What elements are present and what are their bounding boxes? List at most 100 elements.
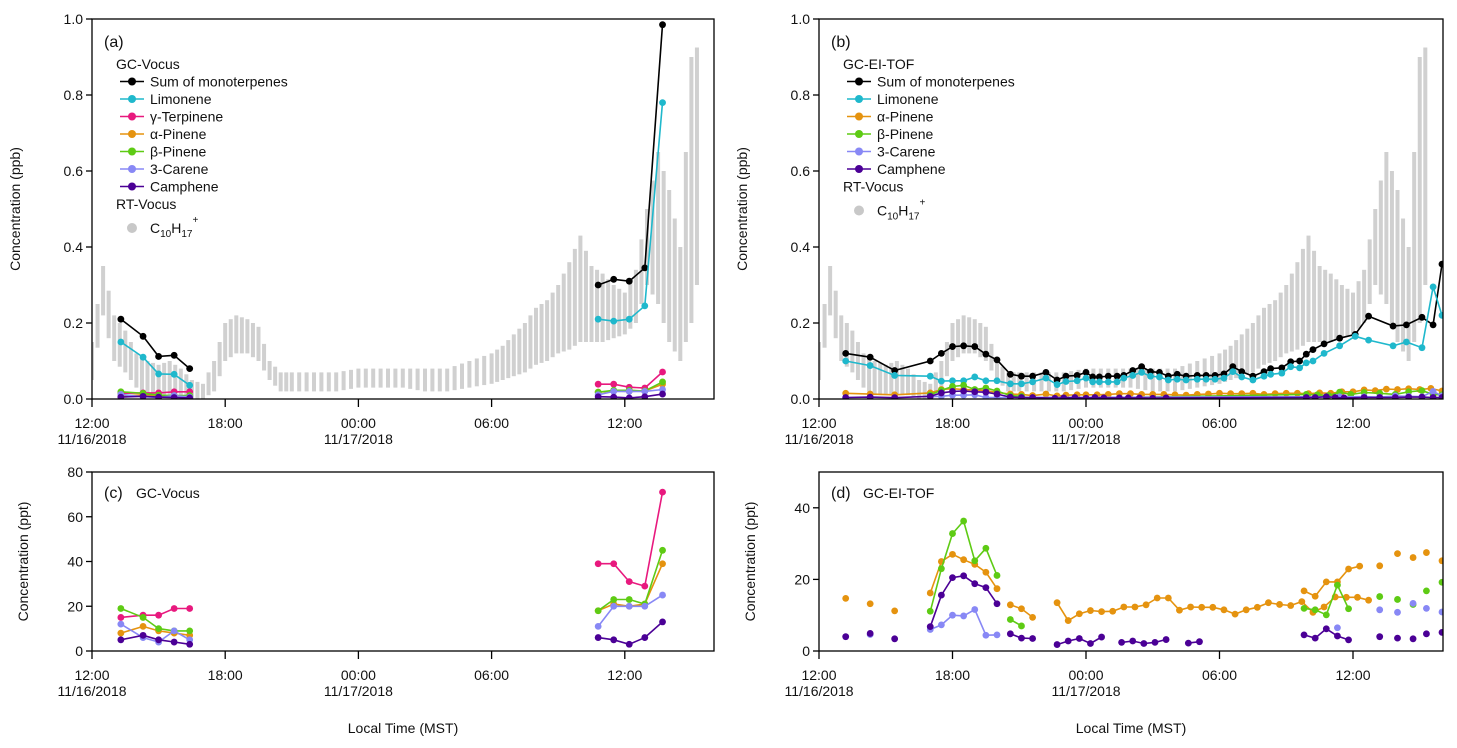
- x-tick-label: 18:00: [208, 415, 243, 431]
- data-point: [993, 631, 1001, 639]
- data-point: [1278, 364, 1286, 372]
- series-line: [1453, 634, 1457, 638]
- rt-vocus-streak: [386, 368, 390, 388]
- data-point: [842, 633, 850, 641]
- data-point: [641, 602, 649, 610]
- rt-vocus-streak: [622, 292, 627, 335]
- data-point: [842, 357, 850, 365]
- rt-vocus-streak: [867, 357, 872, 392]
- data-point: [1309, 346, 1317, 353]
- data-point: [1293, 389, 1301, 397]
- data-point: [1365, 336, 1372, 344]
- rt-vocus-streak: [1412, 152, 1417, 342]
- rt-vocus-streak: [423, 368, 427, 392]
- rt-vocus-streak: [539, 304, 544, 363]
- data-point: [170, 605, 178, 612]
- data-point: [949, 550, 956, 558]
- formula-part: 10: [160, 229, 172, 240]
- data-point: [1418, 393, 1426, 399]
- data-point: [1064, 617, 1072, 624]
- data-point: [1334, 581, 1341, 589]
- data-point: [1142, 601, 1150, 609]
- data-point: [1418, 387, 1426, 395]
- x-tick-label: 18:00: [208, 667, 243, 683]
- data-point: [641, 264, 649, 272]
- data-point: [971, 606, 979, 613]
- data-point: [117, 605, 125, 612]
- series--pinene: [117, 546, 666, 635]
- data-point: [1389, 322, 1397, 330]
- rt-vocus-streak: [1046, 372, 1051, 392]
- data-point: [1360, 394, 1368, 399]
- data-point: [1087, 640, 1094, 647]
- data-point: [659, 368, 666, 376]
- legend-label: α-Pinene: [877, 109, 934, 125]
- x-tick-label: 18:00: [935, 415, 970, 431]
- data-point: [1104, 378, 1112, 386]
- rt-vocus-streak: [1143, 368, 1148, 391]
- legend-label: Limonene: [150, 91, 212, 107]
- panel-title: GC-EI-TOF: [863, 485, 934, 501]
- data-point: [610, 380, 618, 388]
- data-point: [117, 620, 125, 628]
- formula-part: +: [193, 215, 199, 226]
- data-point: [1082, 374, 1090, 382]
- rt-vocus-streak: [1312, 250, 1317, 342]
- data-point: [1104, 372, 1112, 380]
- y-tick-label: 0.6: [791, 163, 811, 179]
- data-point: [1429, 283, 1437, 291]
- data-point: [139, 622, 147, 630]
- data-point: [1320, 350, 1328, 357]
- data-point: [1267, 370, 1275, 378]
- rt-vocus-streak: [906, 368, 910, 396]
- data-point: [659, 618, 666, 626]
- rt-vocus-streak: [844, 323, 849, 367]
- data-point: [155, 393, 162, 399]
- data-point: [186, 365, 194, 372]
- data-point: [866, 353, 874, 361]
- data-point: [139, 392, 147, 399]
- data-point: [891, 367, 899, 374]
- y-tick-label: 20: [794, 571, 810, 587]
- rt-vocus-streak: [833, 290, 838, 339]
- rt-vocus-streak: [828, 266, 833, 316]
- rt-vocus-streak: [408, 368, 413, 389]
- data-point: [1267, 365, 1275, 372]
- rt-vocus-streak: [545, 300, 550, 361]
- rt-vocus-streak: [1384, 152, 1389, 304]
- data-point: [1089, 378, 1097, 386]
- formula-part: C: [877, 203, 887, 219]
- data-point: [1438, 608, 1443, 616]
- data-point: [926, 607, 934, 615]
- data-point: [594, 560, 602, 568]
- rt-vocus-streak: [1245, 328, 1250, 375]
- legend-entry: Limonene: [847, 91, 939, 107]
- plot-frame: [91, 18, 715, 400]
- data-point: [1060, 394, 1068, 399]
- plot-frame: [818, 471, 1444, 652]
- data-point: [1438, 260, 1443, 268]
- data-point: [1216, 389, 1223, 397]
- data-point: [1120, 374, 1128, 382]
- legend-swatch-marker: [855, 112, 863, 121]
- data-point: [1115, 394, 1123, 399]
- data-point: [659, 390, 666, 398]
- data-point: [1302, 359, 1310, 367]
- data-point: [949, 574, 956, 582]
- series-3-carene: [117, 591, 666, 646]
- rt-vocus-streak: [1328, 273, 1333, 342]
- data-point: [1320, 603, 1328, 611]
- legend-label: Limonene: [877, 91, 939, 107]
- data-point: [1438, 394, 1443, 399]
- data-point: [1113, 378, 1121, 386]
- data-point: [1113, 372, 1121, 380]
- data-point: [1382, 385, 1390, 393]
- data-point: [937, 591, 945, 599]
- rt-vocus-streak: [917, 380, 922, 399]
- series--pinene: [117, 560, 666, 639]
- data-point: [1311, 606, 1319, 614]
- legend-label: Camphene: [150, 179, 219, 195]
- rt-vocus-streak: [1234, 340, 1239, 379]
